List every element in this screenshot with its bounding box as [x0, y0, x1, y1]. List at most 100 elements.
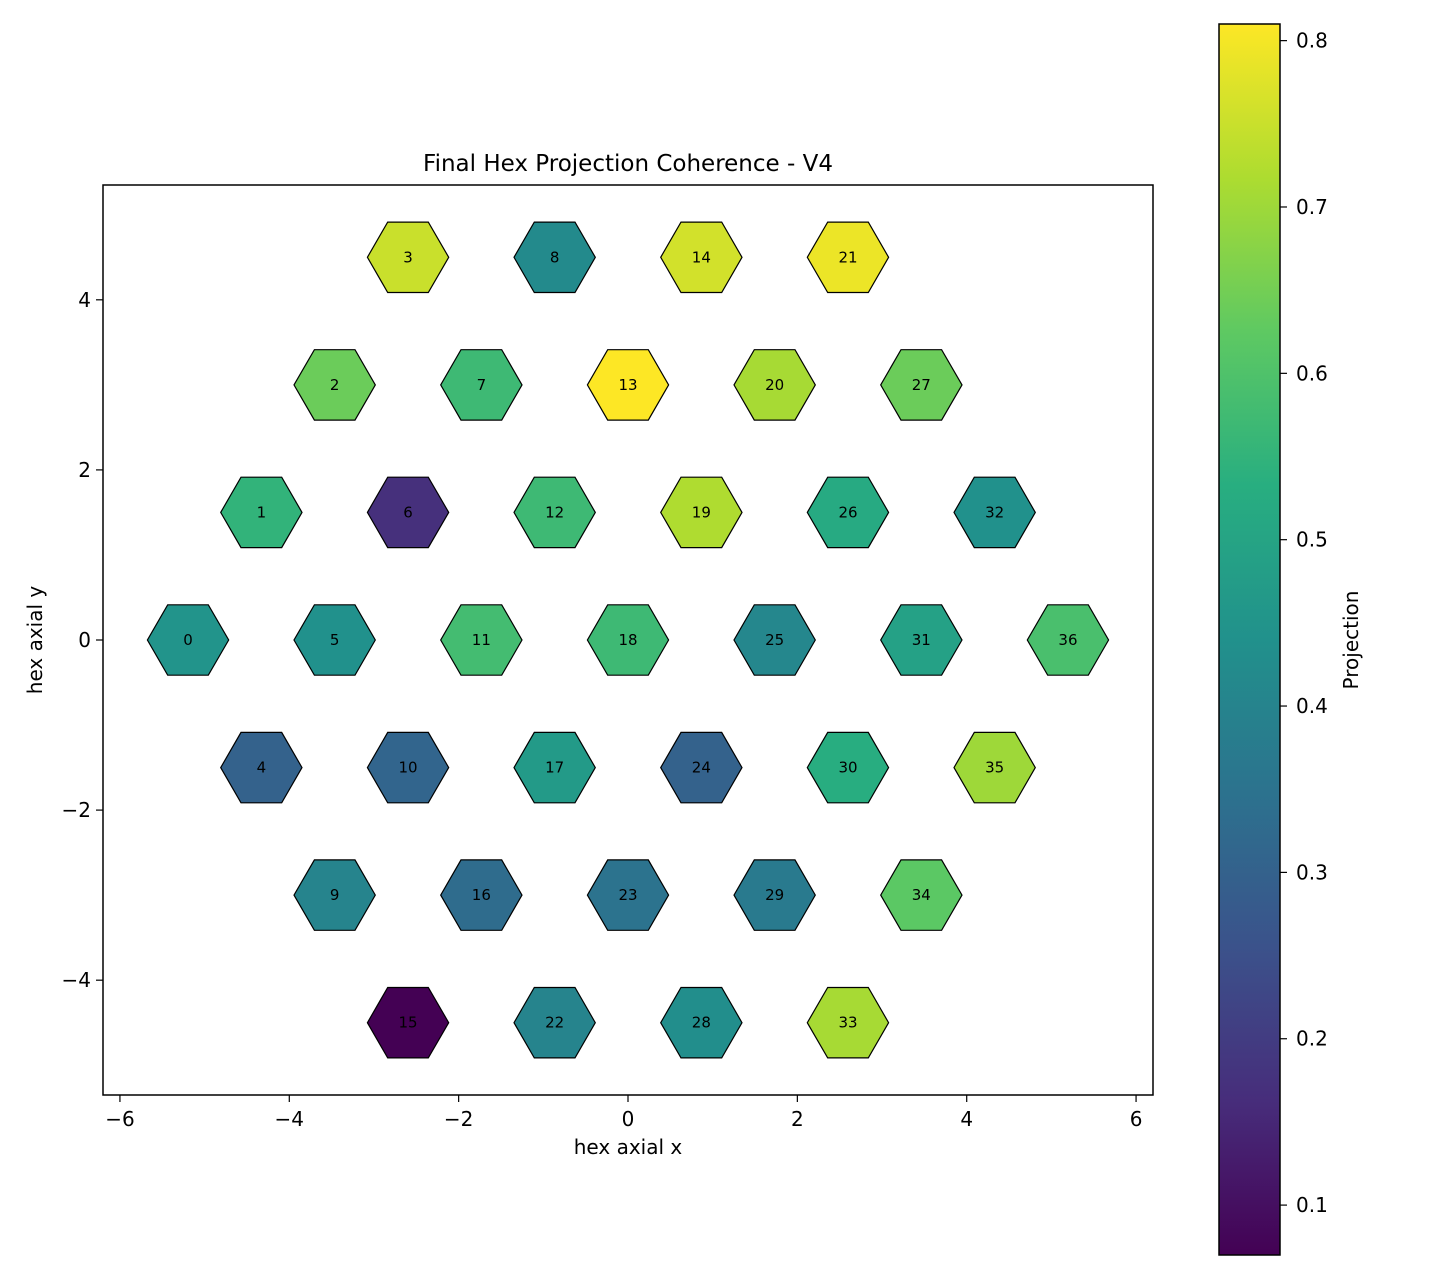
colorbar: 0.1 0.2 0.3 0.4 0.5 0.6 0.7 0.8 Projection	[1218, 23, 1363, 1256]
hex-cell-label-11: 11	[472, 631, 491, 649]
colorbar-tick-label: 0.3	[1296, 860, 1328, 884]
colorbar-label: Projection	[1339, 591, 1363, 690]
y-tick-label: 4	[78, 288, 91, 312]
colorbar-gradient	[1218, 23, 1281, 1256]
x-tick-label: −4	[275, 1107, 304, 1131]
x-tick-label: 0	[622, 1107, 635, 1131]
hex-cell-label-12: 12	[545, 503, 564, 521]
colorbar-ticks: 0.1 0.2 0.3 0.4 0.5 0.6 0.7 0.8	[1280, 29, 1328, 1217]
hex-cell-3	[366, 221, 450, 294]
hex-cell-34	[880, 859, 963, 931]
hex-cell-1	[220, 476, 303, 549]
y-tick-label: −4	[62, 968, 91, 992]
hex-cell-14	[660, 221, 743, 294]
hex-cell-label-4: 4	[257, 759, 267, 777]
hex-cell-label-25: 25	[765, 631, 784, 649]
hex-cell-5	[293, 604, 376, 676]
hex-cell-label-27: 27	[912, 376, 931, 394]
hex-cell-label-32: 32	[985, 503, 1004, 521]
hex-cell-label-14: 14	[692, 248, 711, 266]
hex-cell-11	[440, 604, 523, 676]
hex-cell-29	[733, 859, 816, 931]
hex-cell-30	[806, 731, 890, 804]
colorbar-tick-label: 0.7	[1296, 195, 1328, 219]
hex-cell-label-9: 9	[330, 886, 340, 904]
hex-cell-2	[293, 349, 376, 421]
hex-cell-label-30: 30	[838, 759, 857, 777]
colorbar-tick-label: 0.1	[1296, 1193, 1328, 1217]
y-tick-label: 2	[78, 458, 91, 482]
hex-cell-21	[806, 221, 890, 294]
hex-cell-label-29: 29	[765, 886, 784, 904]
hex-cell-label-1: 1	[257, 503, 267, 521]
hex-cell-label-31: 31	[912, 631, 931, 649]
hex-cell-label-28: 28	[692, 1014, 711, 1032]
hex-cell-label-15: 15	[398, 1014, 417, 1032]
hex-cell-label-3: 3	[403, 248, 413, 266]
y-tick-label: −2	[62, 798, 91, 822]
hex-cell-16	[440, 859, 523, 931]
hex-cell-7	[440, 349, 523, 421]
hex-cell-28	[660, 986, 743, 1059]
colorbar-tick-label: 0.5	[1296, 528, 1328, 552]
hex-cell-12	[513, 476, 596, 549]
x-tick-label: 6	[1130, 1107, 1143, 1131]
hex-cell-17	[513, 731, 596, 804]
hex-cell-4	[220, 731, 303, 804]
hex-cell-19	[660, 476, 743, 549]
chart-title: Final Hex Projection Coherence - V4	[423, 151, 833, 177]
hex-cell-8	[513, 221, 596, 294]
hex-cell-18	[586, 604, 670, 676]
hex-cell-20	[733, 349, 816, 421]
x-tick-label: −6	[105, 1107, 134, 1131]
colorbar-tick-label: 0.8	[1296, 29, 1328, 53]
x-tick-label: 2	[791, 1107, 804, 1131]
hex-cell-label-13: 13	[618, 376, 637, 394]
y-tick-label: 0	[78, 628, 91, 652]
hex-cell-23	[586, 859, 670, 931]
hex-cell-label-17: 17	[545, 759, 564, 777]
hex-cell-25	[733, 604, 816, 676]
hex-cell-31	[880, 604, 963, 676]
hex-cell-36	[1026, 604, 1110, 676]
hex-cell-label-33: 33	[838, 1014, 857, 1032]
hex-cell-label-16: 16	[472, 886, 491, 904]
hex-cell-label-21: 21	[838, 248, 857, 266]
colorbar-tick-label: 0.2	[1296, 1027, 1328, 1051]
hex-cell-0	[146, 604, 230, 676]
y-axis-label: hex axial y	[23, 586, 47, 695]
x-tick-label: 4	[960, 1107, 973, 1131]
hex-cell-15	[366, 986, 450, 1059]
hex-cell-label-8: 8	[550, 248, 560, 266]
hex-cell-10	[366, 731, 450, 804]
hex-cell-26	[806, 476, 890, 549]
hex-cell-label-20: 20	[765, 376, 784, 394]
hex-cell-label-26: 26	[838, 503, 857, 521]
hex-cell-label-7: 7	[477, 376, 487, 394]
hex-cell-33	[806, 986, 890, 1059]
hex-cell-label-34: 34	[912, 886, 931, 904]
y-axis: −4 −2 0 2 4	[62, 288, 103, 992]
hex-cell-22	[513, 986, 596, 1059]
hex-cell-6	[366, 476, 450, 549]
colorbar-tick-label: 0.4	[1296, 694, 1328, 718]
x-axis-label: hex axial x	[574, 1135, 683, 1159]
hex-cells: 0123456789101112131415161718192021222324…	[146, 221, 1110, 1059]
hex-cell-label-2: 2	[330, 376, 340, 394]
hex-cell-32	[953, 476, 1036, 549]
hex-cell-13	[586, 349, 670, 421]
colorbar-tick-label: 0.6	[1296, 361, 1328, 385]
hex-cell-label-6: 6	[403, 503, 413, 521]
hex-cell-label-10: 10	[398, 759, 417, 777]
hex-cell-label-5: 5	[330, 631, 340, 649]
hex-cell-label-35: 35	[985, 759, 1004, 777]
hex-cell-label-18: 18	[618, 631, 637, 649]
x-axis: −6 −4 −2 0 2 4 6	[105, 1095, 1142, 1131]
x-tick-label: −2	[444, 1107, 473, 1131]
hex-cell-label-19: 19	[692, 503, 711, 521]
hex-cell-27	[880, 349, 963, 421]
hex-cell-label-0: 0	[183, 631, 193, 649]
hex-cell-9	[293, 859, 376, 931]
hex-cell-label-22: 22	[545, 1014, 564, 1032]
